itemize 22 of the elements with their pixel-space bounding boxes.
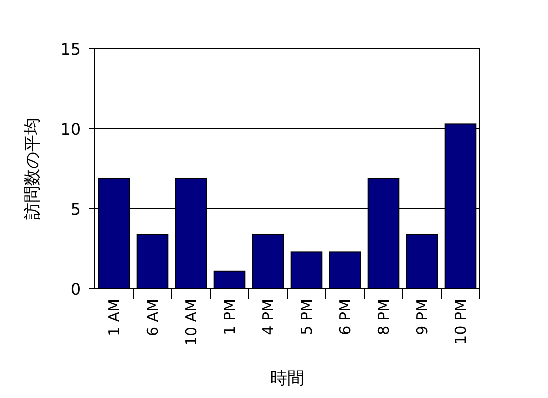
y-tick-label: 10 xyxy=(60,120,81,139)
bar xyxy=(214,270,246,290)
bar xyxy=(290,252,323,290)
x-axis-title: 時間 xyxy=(270,369,304,389)
bar xyxy=(329,252,362,290)
y-tick-label: 15 xyxy=(60,40,81,59)
y-tick-label: 5 xyxy=(70,200,81,219)
x-tick-label: 6 PM xyxy=(336,299,354,336)
x-tick-label: 6 AM xyxy=(144,299,162,337)
x-tick-label: 8 PM xyxy=(374,299,393,336)
bar xyxy=(136,234,169,290)
x-tick-label: 5 PM xyxy=(298,299,316,336)
x-tick-label: 9 PM xyxy=(413,299,432,336)
bar xyxy=(406,234,438,290)
bar xyxy=(252,234,284,290)
x-tick-label: 10 PM xyxy=(452,299,470,345)
x-tick-label: 10 AM xyxy=(182,299,200,346)
y-axis-title: 訪問数の平均 xyxy=(23,118,43,220)
x-tick-label: 1 AM xyxy=(105,299,124,337)
x-tick-label: 4 PM xyxy=(259,299,278,336)
y-tick-label: 0 xyxy=(70,280,81,299)
x-tick-label: 1 PM xyxy=(220,299,239,336)
